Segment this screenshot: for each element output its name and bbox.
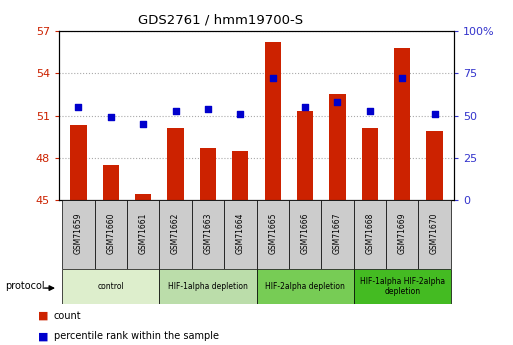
Point (269, 76, 277, 81)
Bar (160, 269, 256, 304)
Point (236, 111, 244, 117)
Text: ■: ■ (38, 332, 49, 341)
Bar (419, 200, 451, 269)
Point (139, 121, 147, 127)
Text: count: count (54, 311, 82, 321)
Bar (70, 126, 87, 200)
Text: HIF-1alpha HIF-2alpha
depletion: HIF-1alpha HIF-2alpha depletion (360, 277, 445, 296)
Bar (426, 131, 443, 200)
Text: HIF-2alpha depletion: HIF-2alpha depletion (265, 282, 345, 291)
Bar (321, 200, 353, 269)
Bar (192, 200, 224, 269)
Bar (353, 200, 386, 269)
Point (301, 104, 309, 110)
Bar (289, 200, 321, 269)
Bar (135, 195, 151, 200)
Bar (127, 200, 160, 269)
Point (171, 108, 180, 113)
Text: GSM71663: GSM71663 (204, 213, 212, 254)
Text: GSM71667: GSM71667 (333, 213, 342, 254)
Text: HIF-1alpha depletion: HIF-1alpha depletion (168, 282, 248, 291)
Bar (94, 200, 127, 269)
Text: GSM71669: GSM71669 (398, 213, 407, 254)
Text: control: control (97, 282, 124, 291)
Bar (62, 269, 160, 304)
Bar (353, 269, 451, 304)
Bar (256, 200, 289, 269)
Bar (160, 200, 192, 269)
Point (333, 99, 342, 105)
Point (204, 106, 212, 111)
Bar (62, 200, 94, 269)
Bar (224, 200, 256, 269)
Bar (167, 128, 184, 200)
Text: GSM71665: GSM71665 (268, 213, 277, 254)
Text: protocol: protocol (5, 282, 45, 291)
Bar (362, 128, 378, 200)
Point (74, 104, 83, 110)
Text: GSM71662: GSM71662 (171, 213, 180, 254)
Text: GSM71659: GSM71659 (74, 213, 83, 254)
Text: GSM71668: GSM71668 (365, 213, 374, 254)
Bar (329, 95, 346, 200)
Text: GSM71660: GSM71660 (106, 213, 115, 254)
Point (398, 76, 406, 81)
Text: percentile rank within the sample: percentile rank within the sample (54, 332, 219, 341)
Bar (265, 42, 281, 200)
Text: GSM71664: GSM71664 (236, 213, 245, 254)
Point (430, 111, 439, 117)
Bar (256, 269, 353, 304)
Bar (394, 48, 410, 200)
Bar (232, 151, 248, 200)
Text: GDS2761 / hmm19700-S: GDS2761 / hmm19700-S (138, 14, 303, 27)
Bar (297, 111, 313, 200)
Point (366, 108, 374, 113)
Text: GSM71661: GSM71661 (139, 213, 148, 254)
Text: ■: ■ (38, 311, 49, 321)
Point (107, 115, 115, 120)
Text: GSM71666: GSM71666 (301, 213, 309, 254)
Bar (386, 200, 419, 269)
Text: GSM71670: GSM71670 (430, 213, 439, 254)
Bar (200, 148, 216, 200)
Bar (103, 165, 119, 200)
